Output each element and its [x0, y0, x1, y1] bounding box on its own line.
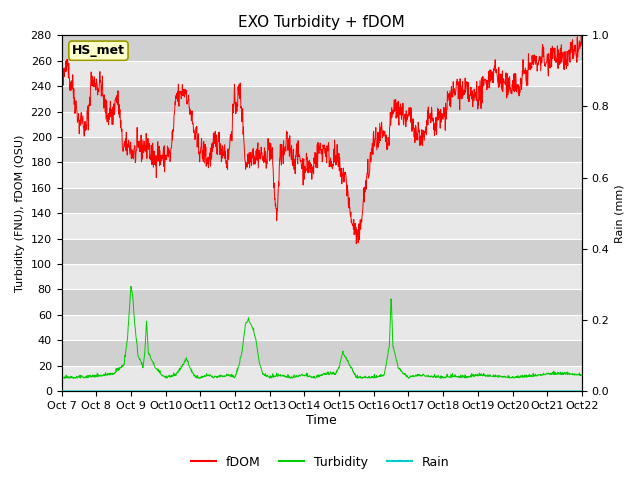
Y-axis label: Turbidity (FNU), fDOM (QSU): Turbidity (FNU), fDOM (QSU)	[15, 134, 25, 292]
Line: fDOM: fDOM	[61, 35, 582, 244]
fDOM	[161, 169, 168, 175]
Rain	[403, 388, 410, 394]
fDOM	[403, 119, 410, 124]
Turbidity	[232, 372, 240, 377]
Turbidity	[161, 374, 169, 380]
Bar	[61, 239, 582, 264]
Bar	[61, 213, 582, 239]
Turbidity	[174, 370, 182, 376]
fDOM	[58, 96, 65, 101]
Turbidity	[517, 374, 525, 380]
Rain	[173, 388, 181, 394]
Rain	[516, 388, 524, 394]
Bar	[61, 162, 582, 188]
X-axis label: Time: Time	[307, 414, 337, 427]
Turbidity	[403, 372, 411, 378]
fDOM	[578, 40, 586, 46]
Text: HS_met: HS_met	[72, 44, 125, 57]
Rain	[578, 388, 586, 394]
Bar	[61, 366, 582, 391]
Bar	[61, 315, 582, 340]
Bar	[61, 264, 582, 289]
fDOM	[173, 92, 181, 97]
Turbidity	[127, 284, 135, 289]
Rain	[470, 388, 478, 394]
Bar	[61, 137, 582, 162]
fDOM	[353, 241, 360, 247]
Turbidity	[70, 375, 77, 381]
fDOM	[232, 106, 239, 112]
Bar	[61, 289, 582, 315]
Bar	[61, 188, 582, 213]
Turbidity	[578, 373, 586, 379]
Bar	[61, 61, 582, 86]
fDOM	[516, 75, 524, 81]
Turbidity	[58, 375, 65, 381]
fDOM	[470, 95, 478, 100]
Bar	[61, 340, 582, 366]
Turbidity	[471, 372, 479, 378]
Rain	[58, 388, 65, 394]
Y-axis label: Rain (mm): Rain (mm)	[615, 184, 625, 242]
Bar	[61, 36, 582, 61]
Bar	[61, 111, 582, 137]
Bar	[61, 86, 582, 111]
fDOM	[577, 32, 585, 38]
Title: EXO Turbidity + fDOM: EXO Turbidity + fDOM	[238, 15, 405, 30]
Legend: fDOM, Turbidity, Rain: fDOM, Turbidity, Rain	[186, 451, 454, 474]
Line: Turbidity: Turbidity	[61, 287, 582, 378]
Rain	[161, 388, 168, 394]
Rain	[232, 388, 239, 394]
